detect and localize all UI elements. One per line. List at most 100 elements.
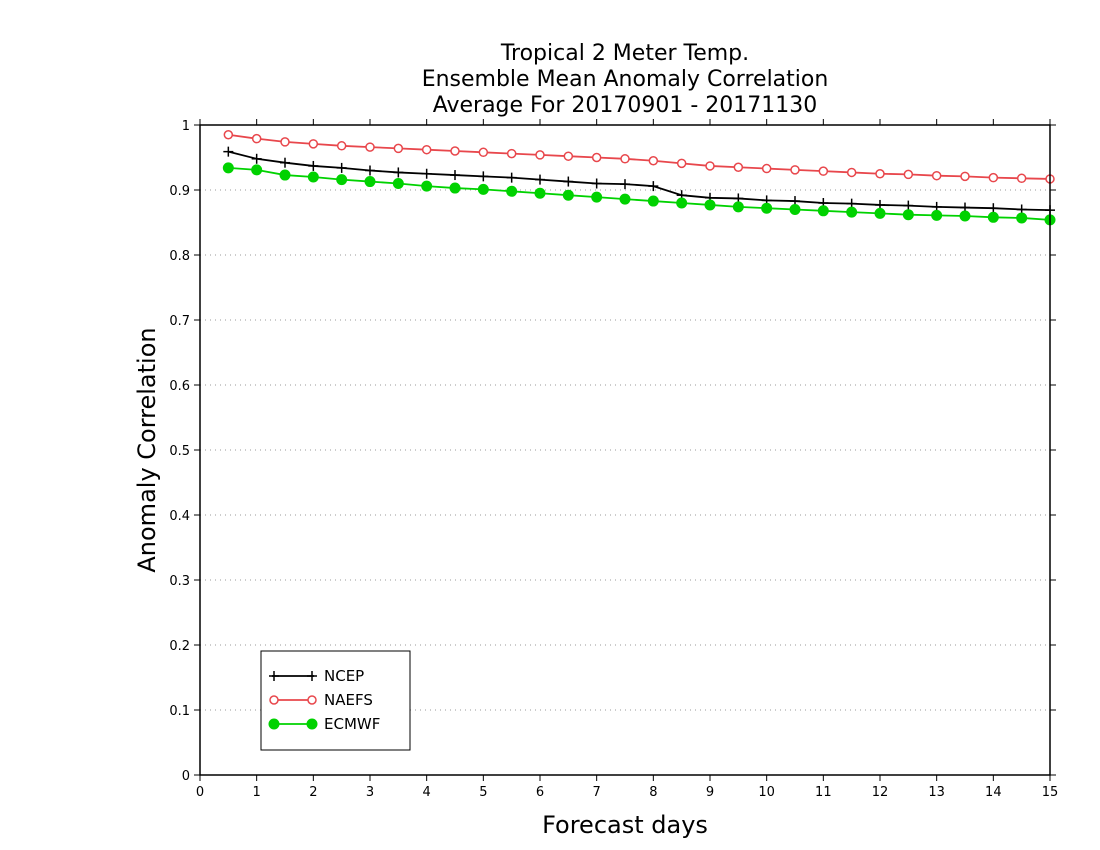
data-point-naefs [563, 151, 574, 161]
series-line-naefs [228, 133, 1051, 180]
data-point-naefs [903, 169, 914, 180]
x-tick-label: 6 [536, 785, 544, 800]
data-point-ecmwf [846, 206, 858, 218]
y-tick-label: 0.7 [169, 314, 190, 329]
data-point-naefs [478, 147, 489, 158]
data-point-ecmwf [647, 195, 659, 207]
series-naefs [223, 130, 1055, 184]
x-tick-label: 5 [479, 785, 487, 800]
data-point-ecmwf [789, 204, 801, 215]
data-point-ecmwf [562, 189, 574, 201]
x-axis: 0 1 2 3 4 5 6 7 8 9 10 11 12 13 14 15 [196, 119, 1058, 800]
data-point-ncep [251, 153, 262, 164]
data-point-naefs [648, 156, 659, 166]
data-point-ecmwf [477, 183, 489, 195]
data-point-ecmwf [449, 182, 461, 194]
data-point-naefs [875, 169, 885, 179]
y-tick-label: 0.6 [169, 379, 190, 394]
title-line-3: Average For 20170901 - 20171130 [433, 93, 818, 118]
series-group [222, 130, 1056, 226]
data-point-naefs [421, 144, 432, 155]
chart-title: Tropical 2 Meter Temp. Ensemble Mean Ano… [422, 41, 829, 118]
y-tick-label: 0.3 [169, 574, 190, 589]
x-tick-label: 11 [815, 785, 832, 800]
data-point-ecmwf [279, 169, 291, 181]
data-point-ncep [506, 172, 517, 183]
y-tick-label: 0.5 [169, 444, 190, 459]
data-point-ncep [450, 170, 460, 181]
data-point-ecmwf [1016, 212, 1028, 224]
x-tick-label: 7 [593, 785, 601, 800]
data-point-naefs [591, 152, 602, 163]
data-point-naefs [336, 141, 347, 151]
legend-marker [269, 695, 279, 705]
legend: NCEP NAEFS ECMWF [260, 650, 411, 751]
data-point-ncep [591, 178, 602, 189]
data-point-naefs [931, 170, 942, 181]
data-point-naefs [846, 167, 857, 178]
x-tick-label: 9 [706, 785, 714, 800]
data-point-ecmwf [534, 187, 546, 199]
data-point-ecmwf [619, 193, 631, 205]
x-tick-label: 12 [872, 785, 889, 800]
data-point-naefs [960, 171, 970, 182]
data-point-ncep [223, 146, 234, 157]
data-point-naefs [761, 163, 772, 174]
x-tick-label: 3 [366, 785, 374, 800]
series-ncep [223, 146, 1055, 216]
x-tick-label: 15 [1042, 785, 1059, 800]
data-point-ncep [280, 157, 290, 168]
data-point-ncep [421, 168, 432, 179]
data-point-naefs [620, 154, 630, 164]
data-point-ecmwf [364, 176, 376, 188]
title-line-1: Tropical 2 Meter Temp. [500, 41, 749, 66]
y-axis-label: Anomaly Correlation [133, 327, 161, 572]
x-tick-label: 0 [196, 785, 204, 800]
data-point-naefs [535, 150, 545, 160]
x-tick-label: 13 [928, 785, 945, 800]
data-point-ncep [336, 162, 347, 173]
data-point-naefs [308, 139, 319, 149]
data-point-naefs [676, 158, 687, 169]
data-point-ecmwf [307, 171, 319, 183]
data-point-ncep [308, 160, 319, 171]
legend-marker [306, 718, 318, 730]
y-tick-label: 0.9 [169, 184, 190, 199]
data-point-naefs [365, 142, 375, 152]
data-point-ecmwf [704, 199, 716, 211]
legend-marker [268, 718, 280, 730]
x-axis-label: Forecast days [542, 811, 708, 839]
data-point-naefs [733, 162, 744, 172]
data-point-ncep [563, 176, 574, 187]
data-point-ncep [393, 167, 404, 178]
y-tick-label: 0.2 [169, 639, 190, 654]
legend-label: ECMWF [324, 715, 380, 733]
data-point-naefs [280, 137, 290, 147]
data-point-naefs [988, 172, 999, 183]
legend-label: NCEP [324, 667, 364, 685]
data-point-ncep [903, 200, 914, 211]
series-ecmwf [222, 162, 1056, 226]
x-tick-label: 14 [985, 785, 1002, 800]
data-point-ncep [365, 165, 375, 176]
data-point-ecmwf [931, 209, 943, 221]
x-tick-label: 1 [253, 785, 261, 800]
data-point-ecmwf [421, 180, 433, 192]
data-point-naefs [223, 130, 234, 140]
data-point-ncep [620, 179, 630, 190]
data-point-ecmwf [817, 205, 829, 217]
data-point-naefs [450, 146, 460, 156]
data-point-ecmwf [761, 202, 773, 214]
data-point-ecmwf [222, 162, 234, 174]
data-point-naefs [393, 143, 404, 154]
data-point-ecmwf [676, 197, 688, 209]
y-tick-label: 0.4 [169, 509, 190, 524]
y-tick-label: 0 [182, 769, 190, 784]
data-point-ncep [478, 171, 489, 182]
data-point-naefs [790, 165, 800, 175]
data-point-naefs [506, 148, 517, 159]
data-point-ncep [648, 181, 659, 192]
data-point-naefs [251, 133, 262, 144]
legend-marker [307, 695, 317, 705]
data-point-ecmwf [987, 211, 999, 223]
